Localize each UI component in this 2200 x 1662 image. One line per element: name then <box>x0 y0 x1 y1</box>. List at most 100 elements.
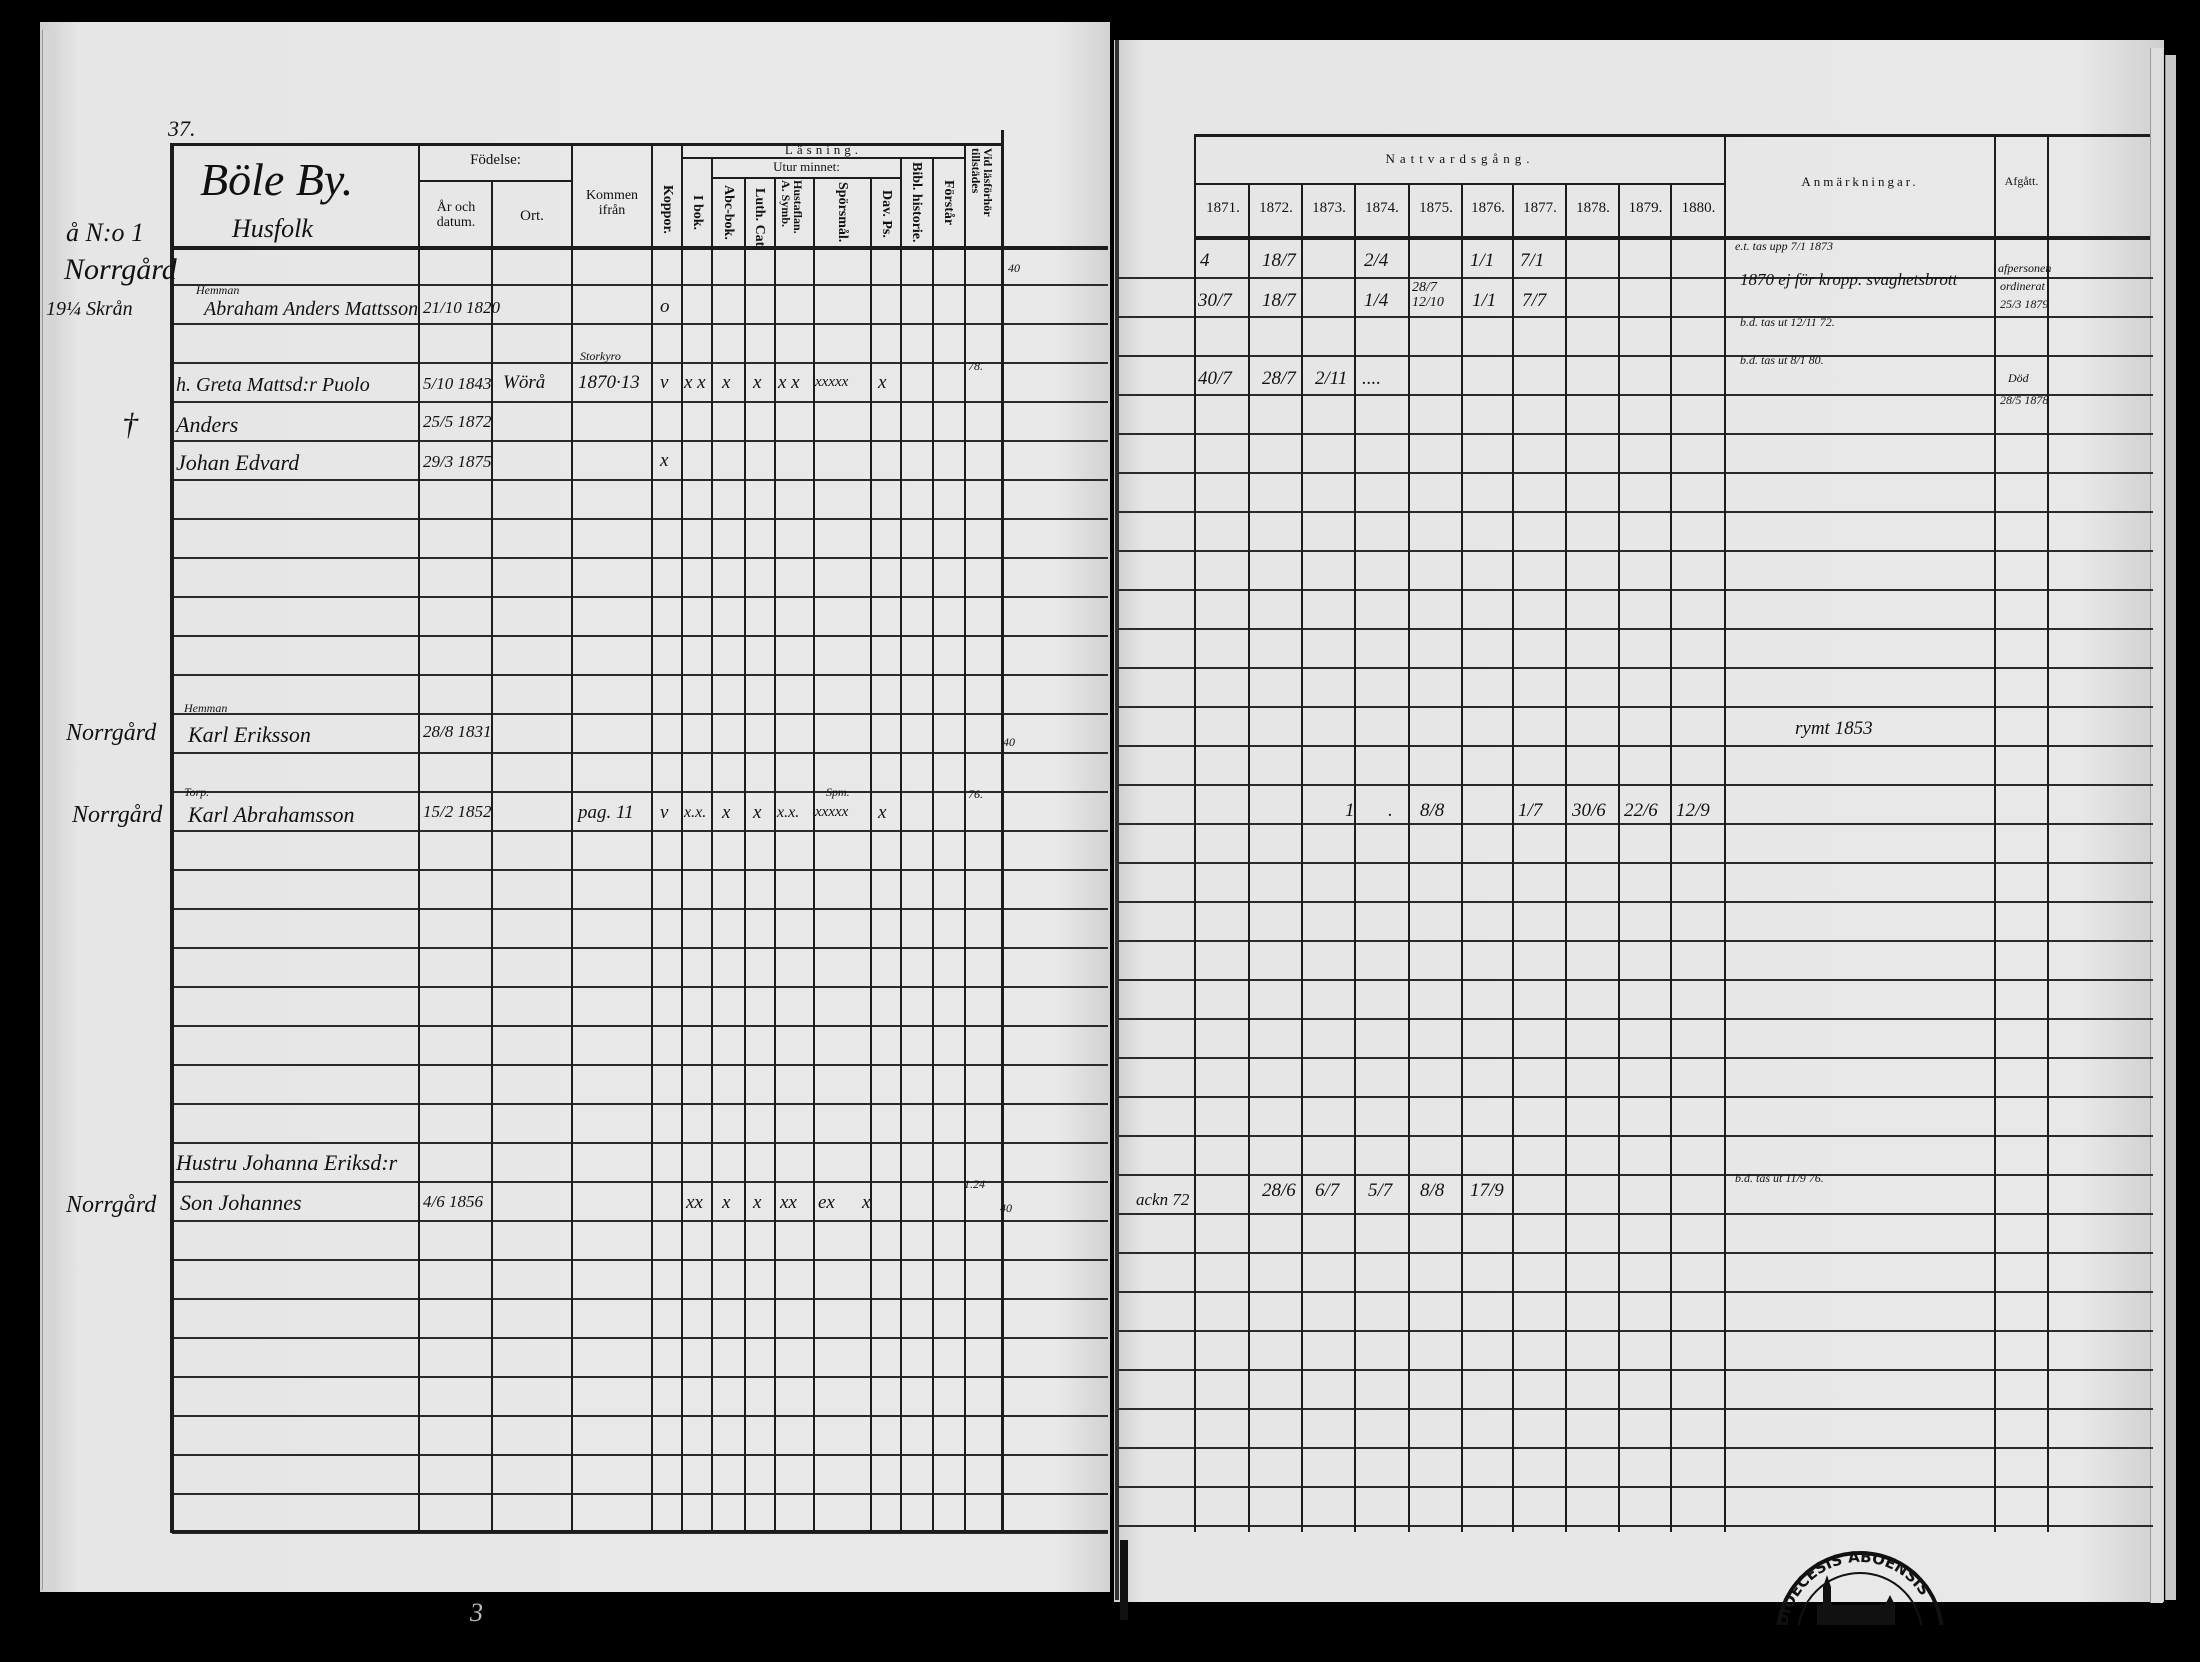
header-year: 1875. <box>1419 200 1453 216</box>
communion-1877: 7/7 <box>1522 290 1547 311</box>
column-rule <box>1194 134 1196 1532</box>
mark-luth: x <box>753 1192 762 1213</box>
communion-1874: 1/4 <box>1364 290 1389 311</box>
right-header-bottom-rule <box>1195 236 2150 240</box>
mark-sporsmal: ex <box>818 1192 835 1213</box>
column-rule <box>1001 130 1004 1533</box>
header-luth-cat: Luth. Cat. <box>752 188 767 250</box>
column-rule <box>1354 185 1356 1532</box>
communion-1874: .... <box>1362 368 1381 389</box>
entry-birth-date: 21/10 1820 <box>423 298 500 317</box>
book-gutter <box>1115 40 1119 1600</box>
entry-koppor: x <box>660 450 669 471</box>
mark-hustaflan: x.x. <box>777 804 800 821</box>
communion-1877: 7/1 <box>1520 250 1545 271</box>
header-year: 1880. <box>1681 200 1716 216</box>
header-year: 1872. <box>1259 200 1293 216</box>
column-rule <box>1461 185 1463 1532</box>
communion-1874: . <box>1388 800 1393 821</box>
entry-name: Hustru Johanna Eriksd:r <box>176 1150 398 1175</box>
entry-name: Johan Edvard <box>176 450 300 475</box>
mark-sporsmal: xxxxx <box>815 374 849 390</box>
mark-i-bok: x.x. <box>684 804 707 821</box>
entry-birth-place: Wörå <box>503 372 546 393</box>
header-year: 1879. <box>1628 200 1663 216</box>
entry-name: Abraham Anders Mattsson <box>204 298 419 320</box>
page-stack-edge <box>2165 55 2176 1600</box>
header-year: 1877. <box>1523 200 1557 216</box>
entry-birth-date: 15/2 1852 <box>423 802 492 821</box>
entry-birth-date: 5/10 1843 <box>423 374 492 393</box>
mark-sporsmal-note: Spm. <box>826 785 850 799</box>
deceased-cross: † <box>122 406 138 442</box>
column-rule <box>1994 134 1996 1532</box>
remark: b.d. tas ut 11/9 76. <box>1735 1171 1824 1185</box>
column-rule <box>571 143 573 1533</box>
communion-1876: 17/9 <box>1470 1180 1504 1201</box>
left-table-bottom-rule <box>172 1530 1108 1533</box>
communion-1872: 18/7 <box>1262 290 1296 311</box>
column-rule <box>2047 134 2049 1532</box>
departure-date: 28/5 1878 <box>2000 393 2049 407</box>
mark-i-bok: xx <box>686 1192 703 1213</box>
mark-hustaflan: xx <box>780 1192 797 1213</box>
header-nattvardsgang: Nattvardsgång. <box>1385 151 1535 166</box>
remark: b.d. tas ut 8/1 80. <box>1740 353 1824 367</box>
column-rule <box>711 157 713 1533</box>
communion-1873: 1 <box>1345 800 1355 821</box>
communion-1872: 18/7 <box>1262 250 1296 271</box>
gutter-shadow <box>1120 1540 1128 1620</box>
entry-birth-date: 25/5 1872 <box>423 412 492 431</box>
header-forstar: Förstår <box>941 180 956 226</box>
entry-birth-date: 28/8 1831 <box>423 722 492 741</box>
margin-number: 40 <box>1008 261 1020 275</box>
remark: e.t. tas upp 7/1 1873 <box>1735 239 1833 253</box>
column-rule <box>964 143 966 1533</box>
communion-prior-note: ackn 72 <box>1136 1190 1190 1209</box>
column-rule <box>1301 185 1303 1532</box>
column-rule <box>418 143 420 1533</box>
communion-1871: 4 <box>1200 250 1210 271</box>
communion-1875: 8/8 <box>1420 800 1445 821</box>
entry-title: Torp. <box>184 785 210 799</box>
entry-name: h. Greta Mattsd:r Puolo <box>176 374 370 396</box>
entry-lasforhor: 78. <box>968 359 983 373</box>
header-koppor: Koppor. <box>660 185 675 234</box>
left-header-bottom-rule <box>172 246 1108 250</box>
mark-hustaflan: x x <box>778 372 800 393</box>
remark: b.d. tas ut 12/11 72. <box>1740 315 1835 329</box>
entry-koppor: o <box>660 296 670 317</box>
departure-note: ordinerat <box>2000 279 2045 293</box>
communion-1874: 5/7 <box>1368 1180 1393 1201</box>
entry-name: Karl Eriksson <box>188 722 311 747</box>
header-hustaflan: Hustaflan. A. Symb. <box>779 180 805 234</box>
header-year: 1874. <box>1365 200 1399 216</box>
entry-title: Hemman <box>196 283 240 297</box>
communion-1879: 22/6 <box>1624 800 1658 821</box>
header-afgatt: Afgått. <box>2004 174 2039 188</box>
header-year: 1873. <box>1312 200 1346 216</box>
entry-koppor: v <box>660 802 669 823</box>
mark-dav: x <box>878 802 887 823</box>
communion-1873: 2/11 <box>1315 368 1348 389</box>
header-i-bok: I bok. <box>690 195 705 231</box>
mark-dav: x <box>862 1192 871 1213</box>
header-anmarkningar: Anmärkningar. <box>1801 174 1919 189</box>
header-dav-ps: Dav. Ps. <box>879 190 894 238</box>
column-rule <box>651 143 653 1533</box>
communion-1872: 28/7 <box>1262 368 1296 389</box>
header-ar-och-datum: År och datum. <box>436 200 476 231</box>
column-rule <box>813 177 815 1533</box>
header-fodelse: Födelse: <box>470 152 521 168</box>
mark-abc: x <box>722 372 731 393</box>
fodelse-rule <box>419 180 572 182</box>
household-number: å N:o 1 <box>66 218 144 247</box>
village-subtitle: Husfolk <box>232 214 313 243</box>
entry-lasforhor: 40 <box>1003 735 1015 749</box>
mark-sporsmal: xxxxx <box>815 804 849 820</box>
header-year: 1876. <box>1471 200 1505 216</box>
communion-1874: 2/4 <box>1364 250 1389 271</box>
column-rule <box>1565 185 1567 1532</box>
entry-birth-date: 29/3 1875 <box>423 452 492 471</box>
lasning-rule <box>682 157 965 159</box>
